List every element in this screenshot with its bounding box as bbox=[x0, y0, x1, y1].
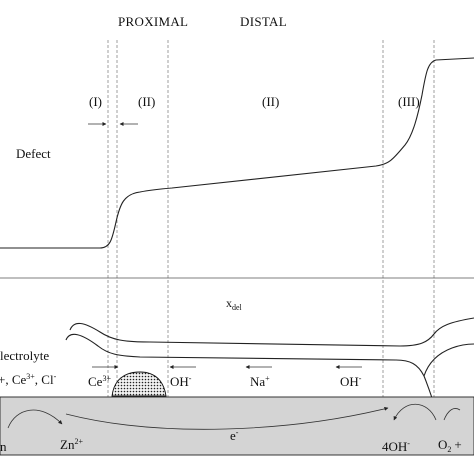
defect-label: Defect bbox=[16, 146, 51, 161]
proximal-label: PROXIMAL bbox=[118, 14, 188, 29]
metal-substrate bbox=[0, 396, 474, 456]
oh-ion-label-1: OH- bbox=[170, 374, 192, 389]
coating-top-edge bbox=[69, 317, 474, 347]
zone-label-2a: (II) bbox=[138, 94, 155, 109]
distal-label: DISTAL bbox=[240, 14, 287, 29]
coating-delam-tip bbox=[423, 343, 474, 377]
oxygen-label: O2 + bbox=[438, 437, 462, 454]
ce-precipitate bbox=[111, 371, 167, 397]
electrolyte-label: lectrolyte bbox=[0, 348, 49, 363]
na-ion-label: Na+ bbox=[250, 374, 270, 389]
electron-label: e- bbox=[230, 428, 239, 443]
zn-ion-label: Zn2+ bbox=[60, 437, 83, 452]
cathodic-arc bbox=[393, 403, 437, 421]
zone-label-3: (III) bbox=[398, 94, 420, 109]
zn-metal-label: n bbox=[0, 439, 7, 454]
electrolyte-ions-label: +, Ce3+, Cl- bbox=[0, 372, 57, 387]
electron-flow-arc bbox=[65, 406, 389, 430]
zone-label-1: (I) bbox=[89, 94, 102, 109]
coating-bottom-edge bbox=[65, 333, 433, 399]
ce-ion-label: Ce3+ bbox=[88, 374, 111, 389]
profile-curve bbox=[0, 57, 474, 249]
oxygen-arc bbox=[443, 408, 461, 421]
oh-ion-label-2: OH- bbox=[340, 374, 362, 389]
x-del-label: xdel bbox=[226, 296, 243, 312]
hydroxide-label: 4OH- bbox=[382, 439, 410, 454]
anodic-arc bbox=[7, 409, 63, 429]
zone-label-2b: (II) bbox=[262, 94, 279, 109]
